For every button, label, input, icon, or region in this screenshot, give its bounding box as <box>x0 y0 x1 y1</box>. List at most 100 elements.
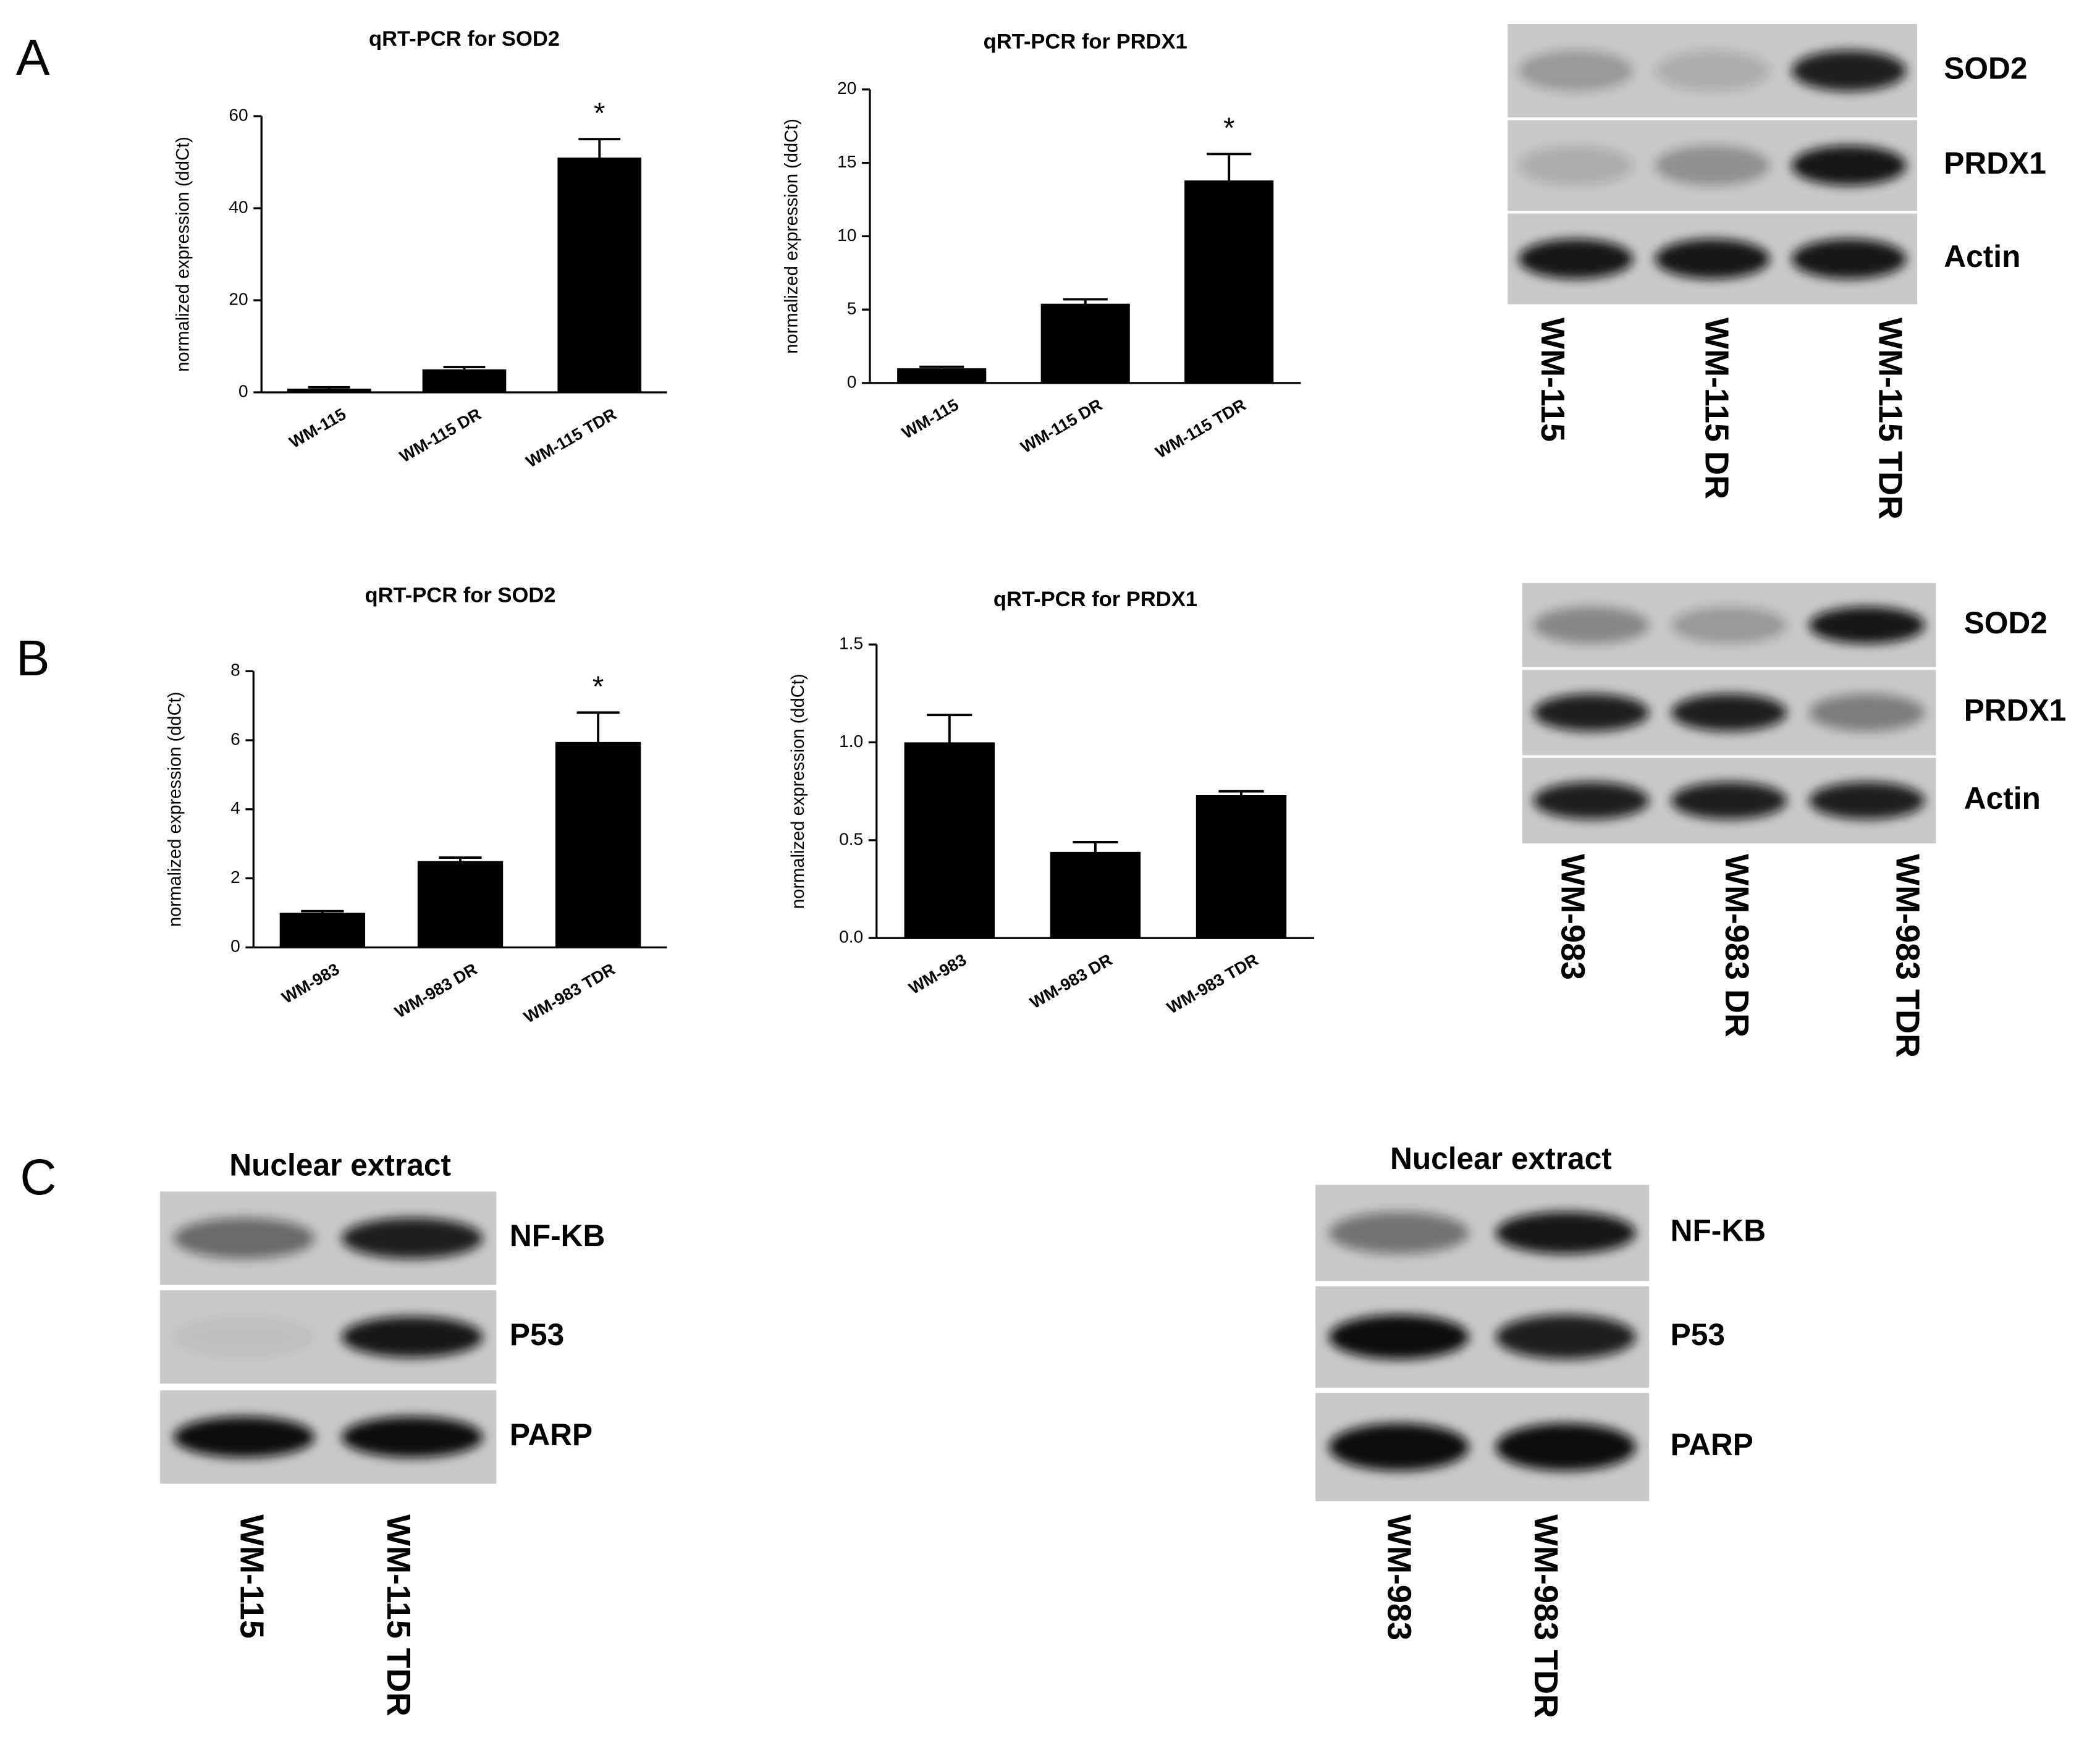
y-axis-label: normalized expression (ddCt) <box>788 673 808 909</box>
blot-row-label: NF-KB <box>1671 1213 1766 1248</box>
error-bar <box>1073 841 1118 852</box>
bar <box>1040 303 1130 383</box>
blot-row-label: NF-KB <box>510 1218 605 1253</box>
blot-lane-label: WM-115 DR <box>1698 318 1736 499</box>
blot-band <box>1655 50 1770 91</box>
blot-band <box>1533 693 1650 732</box>
blot-band <box>1518 50 1634 91</box>
blot-row-label: SOD2 <box>1944 51 2027 86</box>
blot-band <box>1791 238 1907 279</box>
blot-lane-label: WM-115 <box>234 1514 271 1639</box>
blot-row-label: SOD2 <box>1964 606 2048 640</box>
blot-lane-label: WM-983 <box>1554 854 1591 980</box>
y-tick-label: 20 <box>229 289 248 308</box>
bar <box>1184 180 1274 383</box>
blot-row-label: P53 <box>1671 1317 1725 1352</box>
blot-strip <box>1315 1286 1650 1388</box>
blot-band <box>1328 1314 1469 1359</box>
blot-row-label: PRDX1 <box>1944 146 2046 180</box>
blot-band <box>1495 1314 1636 1359</box>
blot-lane-label: WM-983 DR <box>1718 854 1755 1037</box>
blot-strip <box>1522 583 1936 667</box>
blot-band <box>1655 238 1770 279</box>
error-bar <box>1218 790 1264 795</box>
y-tick-label: 15 <box>837 152 856 171</box>
y-tick-label: 40 <box>229 197 248 216</box>
blot-lane-label: WM-115 <box>1534 318 1571 442</box>
error-bar <box>919 365 964 369</box>
error-bar <box>576 711 620 742</box>
y-axis-label: normalized expression (ddCt) <box>174 137 193 372</box>
blot-lane-label: WM-115 TDR <box>380 1514 417 1716</box>
blot-band <box>341 1416 483 1458</box>
blot-band <box>1809 606 1925 644</box>
bar <box>422 369 507 392</box>
blot-strip <box>1508 213 1918 305</box>
chart-title: qRT-PCR for PRDX1 <box>984 30 1187 53</box>
blot-title: Nuclear extract <box>1390 1141 1612 1176</box>
y-tick-label: 0.0 <box>839 927 863 947</box>
blot-row-label: PRDX1 <box>1964 693 2067 727</box>
blot-band <box>1495 1423 1636 1471</box>
blot-band <box>1809 693 1925 732</box>
blot-band <box>1495 1212 1636 1254</box>
panel-label: B <box>16 630 50 686</box>
blot-lane-label: WM-983 <box>1381 1514 1418 1640</box>
blot-band <box>1791 50 1907 91</box>
error-bar <box>301 909 344 913</box>
blot-band <box>173 1217 315 1259</box>
blot-strip <box>160 1390 497 1484</box>
chart-title: qRT-PCR for SOD2 <box>369 27 560 51</box>
significance-mark: * <box>593 670 604 703</box>
blot-band <box>1671 693 1787 732</box>
blot-lane-label: WM-115 TDR <box>1871 318 1909 520</box>
blot-title: Nuclear extract <box>229 1148 451 1183</box>
blot-band <box>1518 238 1634 279</box>
y-tick-label: 20 <box>837 78 856 98</box>
blot-row-label: PARP <box>1671 1427 1753 1462</box>
blot-lane-label: WM-983 TDR <box>1889 854 1926 1058</box>
error-bar <box>439 856 482 861</box>
blot-row-label: Actin <box>1964 781 2041 816</box>
blot-band <box>1328 1423 1469 1471</box>
blot-band <box>1533 606 1650 644</box>
y-tick-label: 0 <box>230 937 240 956</box>
blot-band <box>1328 1212 1469 1254</box>
chart-title: qRT-PCR for SOD2 <box>365 584 555 607</box>
blot-row-label: P53 <box>510 1317 564 1352</box>
y-tick-label: 5 <box>847 299 857 318</box>
panel-label: C <box>20 1149 56 1205</box>
blot-strip <box>1508 120 1918 211</box>
blot-band <box>1533 782 1650 820</box>
significance-mark: * <box>1223 112 1234 145</box>
bar <box>1050 851 1141 939</box>
bar <box>417 861 504 948</box>
bar <box>1196 795 1287 939</box>
chart-title: qRT-PCR for PRDX1 <box>993 588 1197 611</box>
error-bar <box>308 386 350 389</box>
blot-band <box>1809 782 1925 820</box>
bar <box>555 741 641 948</box>
bar <box>557 158 642 392</box>
blot-band <box>173 1316 315 1358</box>
y-tick-label: 10 <box>837 226 856 245</box>
bar <box>287 389 371 392</box>
error-bar <box>1207 153 1252 181</box>
blot-strip <box>1508 23 1918 118</box>
y-tick-label: 6 <box>230 729 240 748</box>
blot-band <box>1655 145 1770 186</box>
blot-band <box>1671 606 1787 644</box>
y-tick-label: 2 <box>230 867 240 887</box>
y-tick-label: 8 <box>230 660 240 680</box>
blot-row-label: PARP <box>510 1417 593 1452</box>
error-bar <box>578 138 621 158</box>
y-tick-label: 0.5 <box>839 829 863 848</box>
blot-band <box>1518 145 1634 186</box>
blot-band <box>341 1316 483 1358</box>
bar <box>904 742 995 939</box>
blot-band <box>341 1217 483 1259</box>
y-tick-label: 1.5 <box>839 634 863 653</box>
blot-band <box>1791 145 1907 186</box>
blot-band <box>1671 782 1787 820</box>
